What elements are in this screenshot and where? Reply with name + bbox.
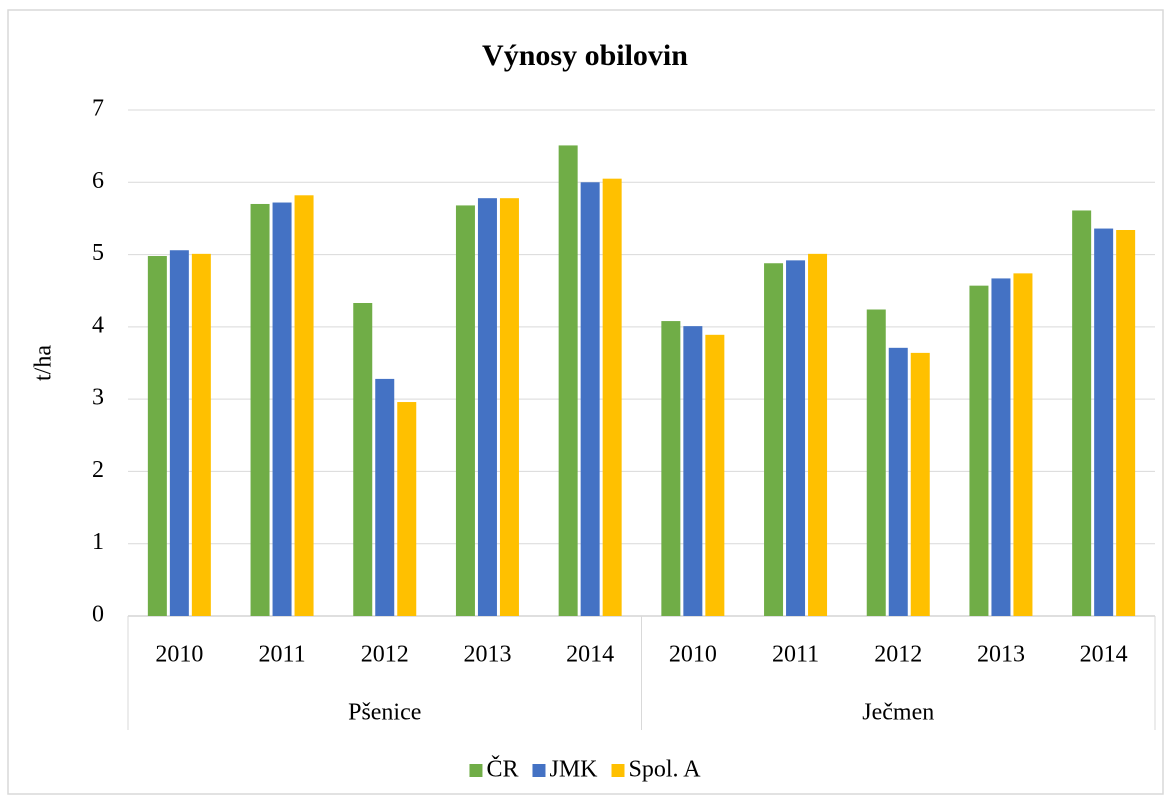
legend-label: JMK	[549, 757, 598, 783]
x-tick-label: 2012	[874, 642, 922, 668]
bar	[169, 250, 189, 616]
bar	[888, 347, 908, 616]
y-tick-label: 5	[92, 240, 104, 266]
bar	[375, 378, 395, 616]
legend-swatch	[611, 764, 625, 777]
bar	[558, 145, 578, 617]
bar	[397, 402, 417, 616]
bar	[786, 260, 806, 616]
x-tick-label: 2013	[463, 642, 511, 668]
bar	[661, 321, 681, 616]
x-tick-label: 2014	[566, 642, 614, 668]
bar	[1072, 210, 1092, 616]
y-tick-label: 6	[92, 168, 104, 194]
bar	[1094, 228, 1114, 616]
bar	[808, 253, 828, 616]
x-tick-label: 2011	[772, 642, 819, 668]
y-tick-label: 2	[92, 457, 104, 483]
bar	[705, 334, 725, 616]
bar	[499, 198, 519, 616]
x-tick-label: 2010	[155, 642, 203, 668]
x-tick-label: 2010	[669, 642, 717, 668]
bar	[602, 178, 622, 616]
bar	[683, 326, 703, 616]
x-tick-label: 2011	[258, 642, 305, 668]
y-tick-label: 3	[92, 385, 104, 411]
bar	[991, 278, 1011, 616]
bar	[969, 285, 989, 616]
bar	[580, 182, 600, 617]
bar	[147, 256, 167, 616]
y-tick-label: 1	[92, 529, 104, 555]
y-tick-label: 4	[92, 312, 104, 338]
legend-label: Spol. A	[629, 757, 702, 783]
bar	[272, 202, 292, 617]
x-tick-label: 2014	[1080, 642, 1128, 668]
chart-title: Výnosy obilovin	[482, 39, 688, 72]
bar	[353, 303, 373, 616]
bar	[477, 198, 497, 616]
bar	[1116, 229, 1136, 616]
group-label: Ječmen	[862, 700, 934, 726]
bar	[250, 203, 270, 616]
bar	[455, 205, 475, 616]
bar	[191, 253, 211, 616]
y-axis-label: t/ha	[31, 345, 57, 381]
legend-swatch	[532, 764, 546, 777]
bar	[294, 195, 314, 616]
x-tick-label: 2013	[977, 642, 1025, 668]
bar	[1013, 273, 1033, 616]
legend-swatch	[469, 764, 483, 777]
bar	[866, 309, 886, 616]
bar	[910, 352, 930, 616]
x-tick-label: 2012	[361, 642, 409, 668]
group-label: Pšenice	[348, 700, 421, 726]
y-tick-label: 7	[92, 96, 104, 122]
bar	[764, 263, 784, 616]
legend-label: ČR	[486, 756, 518, 783]
y-tick-label: 0	[92, 602, 104, 628]
